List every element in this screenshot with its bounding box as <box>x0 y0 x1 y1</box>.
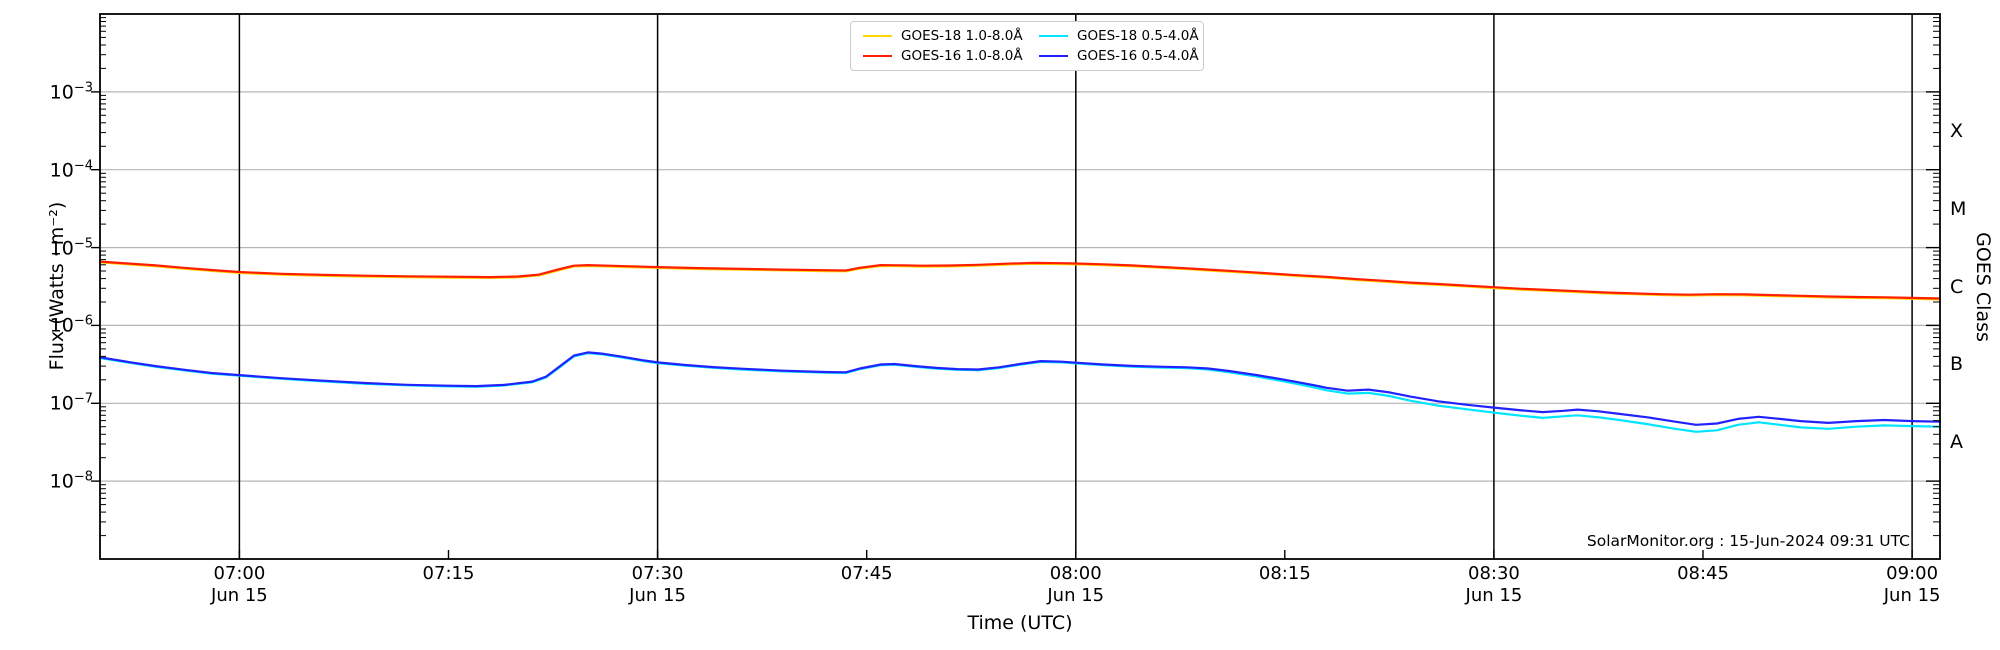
y-tick-label: 10−3 <box>49 80 93 104</box>
x-tick-label: 07:00 Jun 15 <box>211 563 268 606</box>
legend-line-swatch <box>863 35 892 37</box>
legend-entry-label: GOES-18 0.5-4.0Å <box>1077 28 1199 44</box>
x-tick-label: 09:00 Jun 15 <box>1883 563 1941 606</box>
x-tick-label: 08:15 <box>1258 563 1311 584</box>
x-tick-label: 07:15 <box>422 563 475 584</box>
x-tick-label: 07:45 <box>840 563 893 584</box>
legend-box: GOES-18 1.0-8.0Å GOES-18 0.5-4.0Å GOES-16 … <box>850 21 1204 71</box>
legend-line-swatch <box>863 55 892 57</box>
x-tick-label: 07:30 Jun 15 <box>629 563 686 606</box>
right-axis-title: GOES Class <box>1972 232 1994 342</box>
goes-class-label: M <box>1950 197 1967 220</box>
legend-entry: GOES-16 1.0-8.0Å <box>851 48 1027 64</box>
legend-entry: GOES-16 0.5-4.0Å <box>1027 48 1203 64</box>
plot-frame <box>99 13 1941 560</box>
legend-entry-label: GOES-18 1.0-8.0Å <box>901 28 1023 44</box>
legend-entry: GOES-18 1.0-8.0Å <box>851 28 1027 44</box>
goes-class-label: A <box>1950 431 1963 454</box>
goes-class-label: B <box>1950 353 1964 376</box>
legend-entry: GOES-18 0.5-4.0Å <box>1027 28 1203 44</box>
x-tick-label: 08:00 Jun 15 <box>1047 563 1105 606</box>
y-tick-label: 10−6 <box>49 313 93 338</box>
y-tick-label: 10−5 <box>49 235 93 260</box>
y-tick-label: 10−8 <box>49 469 93 493</box>
y-axis-title: Flux (Watts · m⁻²) <box>46 201 68 371</box>
legend-line-swatch <box>1039 35 1068 37</box>
goes-class-label: X <box>1950 119 1964 142</box>
x-axis-title: Time (UTC) <box>967 612 1073 634</box>
y-tick-label: 10−4 <box>49 158 93 182</box>
legend-entry-label: GOES-16 1.0-8.0Å <box>901 48 1023 64</box>
watermark-text: SolarMonitor.org : 15-Jun-2024 09:31 UTC <box>1586 532 1910 550</box>
legend-entry-label: GOES-16 0.5-4.0Å <box>1077 48 1199 64</box>
series-line <box>98 351 1942 426</box>
y-tick-label: 10−7 <box>49 391 93 415</box>
goes-class-label: C <box>1950 275 1964 298</box>
legend-line-swatch <box>1039 55 1068 57</box>
series-line <box>98 260 1942 300</box>
x-tick-label: 08:30 Jun 15 <box>1465 563 1523 606</box>
x-tick-label: 08:45 <box>1677 563 1729 584</box>
